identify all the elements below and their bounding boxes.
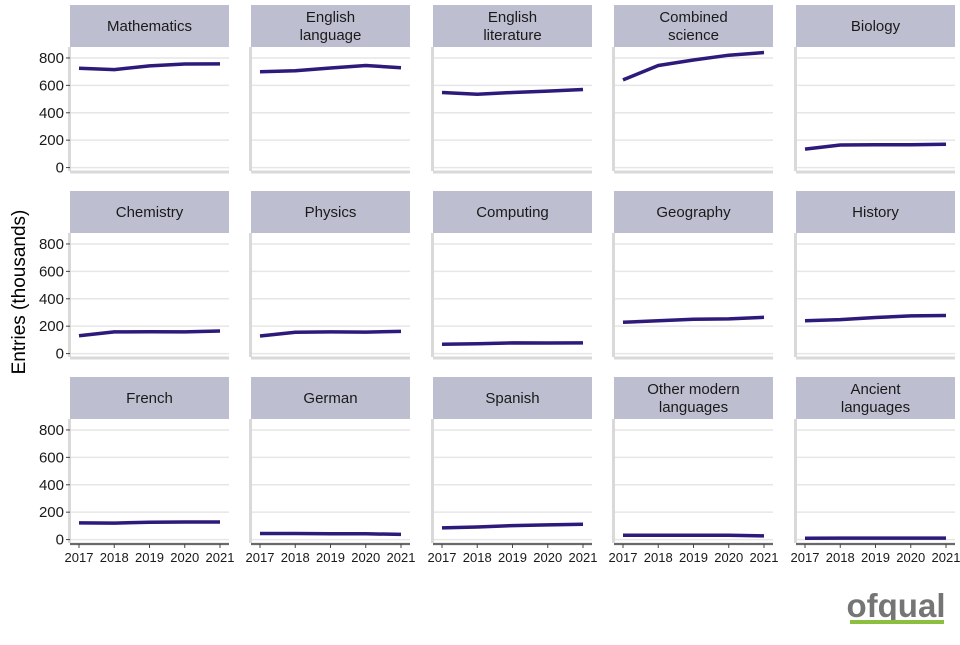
facet-panel: French 0 200 400 600 800 2017 2018 2019 2020 2021 xyxy=(39,377,234,565)
facet-title: History xyxy=(852,204,899,221)
x-tick-label: 2018 xyxy=(281,550,310,565)
y-axis-label: Entries (thousands) xyxy=(9,210,30,375)
facet-panel: Chemistry 0 200 400 600 800 xyxy=(39,191,229,363)
facet-panel: German 2017 2018 2019 2020 2021 xyxy=(246,377,416,565)
y-tick-label: 200 xyxy=(39,132,64,149)
facet-panel: Mathematics 0 200 400 600 800 xyxy=(39,5,229,177)
y-tick-label: 800 xyxy=(39,422,64,439)
facet-title: Mathematics xyxy=(107,18,192,35)
logo-text: ofqual xyxy=(847,587,946,624)
x-tick-label: 2021 xyxy=(206,550,235,565)
x-tick-label: 2021 xyxy=(932,550,960,565)
x-tick-label: 2018 xyxy=(463,550,492,565)
series-line xyxy=(442,90,583,95)
facet-panel: Physics xyxy=(251,191,411,358)
series-line xyxy=(442,524,583,528)
facet-panel: Geography xyxy=(614,191,774,358)
x-tick-label: 2019 xyxy=(861,550,890,565)
x-tick-label: 2021 xyxy=(569,550,598,565)
x-tick-label: 2017 xyxy=(65,550,94,565)
series-line xyxy=(805,316,946,321)
x-tick-label: 2018 xyxy=(826,550,855,565)
y-tick-label: 400 xyxy=(39,477,64,494)
series-line xyxy=(260,534,401,535)
x-tick-label: 2020 xyxy=(533,550,562,565)
x-tick-label: 2019 xyxy=(498,550,527,565)
y-tick-label: 200 xyxy=(39,504,64,521)
facet-panel: Computing xyxy=(433,191,593,358)
x-tick-label: 2021 xyxy=(387,550,416,565)
x-tick-label: 2020 xyxy=(351,550,380,565)
y-tick-label: 0 xyxy=(56,532,64,549)
x-tick-label: 2018 xyxy=(644,550,673,565)
x-tick-label: 2020 xyxy=(170,550,199,565)
y-tick-label: 0 xyxy=(56,160,64,177)
y-tick-label: 600 xyxy=(39,77,64,94)
facet-title: Biology xyxy=(851,18,901,35)
facet-panel: History xyxy=(796,191,956,358)
x-tick-label: 2019 xyxy=(679,550,708,565)
facet-title: French xyxy=(126,390,173,407)
ofqual-logo: ofqual xyxy=(847,587,946,624)
facet-panel: Biology xyxy=(796,5,956,172)
x-tick-label: 2017 xyxy=(246,550,275,565)
facet-title: Chemistry xyxy=(116,204,184,221)
facet-title: Geography xyxy=(656,204,731,221)
series-line xyxy=(79,64,220,70)
x-tick-label: 2020 xyxy=(714,550,743,565)
x-tick-label: 2018 xyxy=(100,550,129,565)
y-tick-label: 600 xyxy=(39,449,64,466)
series-line xyxy=(623,53,764,80)
facet-title: Spanish xyxy=(485,390,539,407)
series-line xyxy=(805,144,946,149)
series-line xyxy=(442,343,583,344)
series-line xyxy=(260,331,401,336)
series-line xyxy=(79,331,220,336)
y-tick-label: 400 xyxy=(39,291,64,308)
facet-title: German xyxy=(303,390,357,407)
series-line xyxy=(260,66,401,72)
y-tick-label: 800 xyxy=(39,50,64,67)
series-line xyxy=(79,522,220,523)
logo-underline xyxy=(850,620,944,624)
x-tick-label: 2017 xyxy=(428,550,457,565)
facet-title: Computing xyxy=(476,204,549,221)
y-tick-label: 0 xyxy=(56,346,64,363)
series-line xyxy=(623,535,764,536)
x-tick-label: 2017 xyxy=(791,550,820,565)
y-tick-label: 800 xyxy=(39,236,64,253)
x-tick-label: 2021 xyxy=(750,550,779,565)
x-tick-label: 2020 xyxy=(896,550,925,565)
x-tick-label: 2017 xyxy=(609,550,638,565)
x-tick-label: 2019 xyxy=(135,550,164,565)
y-tick-label: 400 xyxy=(39,105,64,122)
facet-title: Physics xyxy=(305,204,357,221)
y-tick-label: 600 xyxy=(39,263,64,280)
y-tick-label: 200 xyxy=(39,318,64,335)
facet-panel: Spanish 2017 2018 2019 2020 2021 xyxy=(428,377,598,565)
series-line xyxy=(623,317,764,322)
x-tick-label: 2019 xyxy=(316,550,345,565)
